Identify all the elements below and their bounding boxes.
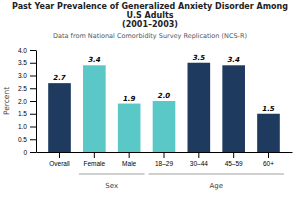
chart: Past Year Prevalence of Generalized Anxi… xyxy=(0,0,300,200)
x-tick: Male xyxy=(122,152,136,167)
y-tick-label: 4.0 xyxy=(18,47,27,54)
y-tick-label: 0.5 xyxy=(18,136,27,143)
x-axis: Overall Female Male 18–29 30–44 45–59 60+ xyxy=(37,152,293,167)
y-tick-label: 1.0 xyxy=(18,123,27,130)
bar xyxy=(153,101,176,152)
x-tick-mark xyxy=(59,152,60,158)
bar xyxy=(222,65,245,152)
bars xyxy=(48,63,280,152)
x-tick-mark xyxy=(268,152,269,158)
y-tick: 0 xyxy=(23,149,36,156)
x-tick: Female xyxy=(83,152,105,167)
x-tick: 18–29 xyxy=(155,152,173,167)
data-label: 2.7 xyxy=(53,74,66,82)
y-tick-mark xyxy=(30,88,36,89)
y-tick: 0.5 xyxy=(18,136,36,143)
data-label: 3.5 xyxy=(193,54,206,62)
data-label: 3.4 xyxy=(88,56,101,64)
group-label: Sex xyxy=(105,182,118,190)
y-tick-label: 2.5 xyxy=(18,85,27,92)
x-tick-label: Female xyxy=(83,160,105,167)
x-tick: Overall xyxy=(49,152,70,167)
x-tick: 60+ xyxy=(263,152,274,167)
x-tick-mark xyxy=(94,152,95,158)
title-line: (2001–2003) xyxy=(122,20,178,29)
x-tick-mark xyxy=(198,152,199,158)
x-tick-label: 18–29 xyxy=(155,160,173,167)
x-tick-label: 60+ xyxy=(263,160,274,167)
bar xyxy=(118,104,141,152)
y-tick-mark xyxy=(30,76,36,77)
y-tick-mark xyxy=(30,63,36,64)
axis-line xyxy=(36,51,37,153)
y-tick-mark xyxy=(30,101,36,102)
bar xyxy=(48,83,71,152)
bar xyxy=(257,114,280,152)
data-label: 3.4 xyxy=(227,56,240,64)
y-tick-label: 1.5 xyxy=(18,110,27,117)
y-tick: 1.5 xyxy=(18,110,36,117)
title-line: Past Year Prevalence of Generalized Anxi… xyxy=(12,2,288,11)
x-tick: 30–44 xyxy=(190,152,208,167)
plot: 0 0.5 1.0 1.5 2.0 2.5 3.0 3.5 4.0 Overall Female Ma… xyxy=(18,47,293,190)
x-tick-label: Overall xyxy=(49,160,70,167)
y-tick-mark xyxy=(30,139,36,140)
y-tick-mark xyxy=(30,152,36,153)
y-tick: 4.0 xyxy=(18,47,36,54)
data-labels: 2.7 3.4 1.9 2.0 3.5 3.4 1.5 xyxy=(53,54,275,113)
data-label: 2.0 xyxy=(158,92,171,100)
y-tick-label: 3.0 xyxy=(18,72,27,79)
x-tick-label: Male xyxy=(122,160,136,167)
y-tick-mark xyxy=(30,50,36,51)
y-tick: 1.0 xyxy=(18,123,36,130)
y-tick-mark xyxy=(30,127,36,128)
y-label: Percent xyxy=(2,87,11,115)
data-label: 1.5 xyxy=(262,105,275,113)
y-tick-label: 2.0 xyxy=(18,98,27,105)
group-bracket xyxy=(149,174,284,175)
x-tick-mark xyxy=(164,152,165,158)
group-label: Age xyxy=(209,182,223,190)
groups: Sex Age xyxy=(79,174,284,190)
x-tick-mark xyxy=(233,152,234,158)
y-tick: 3.5 xyxy=(18,59,36,66)
group-bracket xyxy=(79,174,145,175)
subtitle: Data from National Comorbidity Survey Re… xyxy=(53,32,247,40)
y-tick: 3.0 xyxy=(18,72,36,79)
y-axis: 0 0.5 1.0 1.5 2.0 2.5 3.0 3.5 4.0 xyxy=(18,47,37,156)
title: Past Year Prevalence of Generalized Anxi… xyxy=(12,2,288,29)
x-tick-label: 45–59 xyxy=(225,160,243,167)
y-tick-mark xyxy=(30,114,36,115)
x-tick-label: 30–44 xyxy=(190,160,208,167)
y-tick: 2.5 xyxy=(18,85,36,92)
y-tick: 2.0 xyxy=(18,98,36,105)
x-tick: 45–59 xyxy=(225,152,243,167)
title-line: U.S Adults xyxy=(126,11,173,20)
bar xyxy=(188,63,211,152)
x-tick-mark xyxy=(129,152,130,158)
y-tick-label: 3.5 xyxy=(18,59,27,66)
data-label: 1.9 xyxy=(123,95,136,103)
bar xyxy=(83,65,106,152)
y-tick-label: 0 xyxy=(23,149,27,156)
